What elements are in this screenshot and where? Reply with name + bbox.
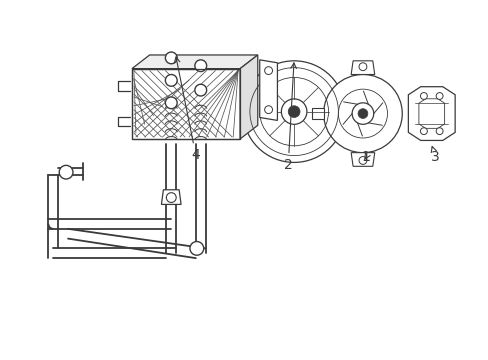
- Circle shape: [435, 128, 442, 135]
- Circle shape: [264, 67, 272, 75]
- Circle shape: [420, 93, 427, 99]
- Circle shape: [435, 93, 442, 99]
- Circle shape: [281, 99, 306, 124]
- Polygon shape: [350, 153, 374, 166]
- Circle shape: [357, 109, 367, 118]
- Polygon shape: [161, 190, 181, 204]
- Polygon shape: [259, 60, 277, 120]
- Circle shape: [243, 61, 345, 162]
- Circle shape: [358, 63, 366, 71]
- Circle shape: [194, 60, 206, 72]
- Circle shape: [166, 193, 176, 202]
- Circle shape: [358, 157, 366, 165]
- Circle shape: [194, 84, 206, 96]
- Polygon shape: [132, 69, 240, 139]
- Polygon shape: [311, 108, 323, 120]
- Polygon shape: [350, 61, 374, 75]
- Circle shape: [323, 75, 402, 153]
- Polygon shape: [407, 87, 454, 140]
- Circle shape: [165, 75, 177, 86]
- Polygon shape: [132, 55, 257, 69]
- Text: 4: 4: [174, 57, 200, 162]
- Text: 3: 3: [430, 147, 439, 165]
- Circle shape: [287, 106, 300, 117]
- Polygon shape: [418, 99, 444, 129]
- Circle shape: [351, 103, 373, 124]
- Text: 2: 2: [284, 63, 296, 172]
- Text: 1: 1: [361, 150, 369, 165]
- Circle shape: [264, 106, 272, 113]
- Circle shape: [420, 128, 427, 135]
- Circle shape: [189, 242, 203, 255]
- Circle shape: [165, 97, 177, 109]
- Circle shape: [59, 165, 73, 179]
- Circle shape: [165, 52, 177, 64]
- Polygon shape: [240, 55, 257, 139]
